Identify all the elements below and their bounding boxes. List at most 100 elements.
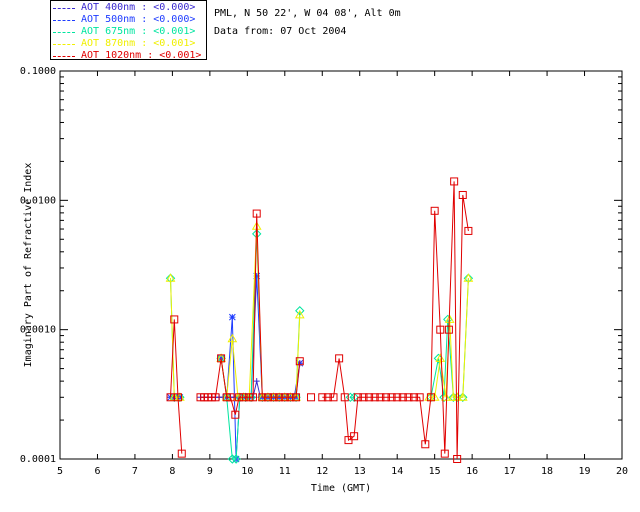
data-point xyxy=(441,392,451,401)
data-point xyxy=(350,432,359,441)
data-point xyxy=(228,313,236,321)
series-line xyxy=(170,319,183,454)
data-point xyxy=(177,449,186,458)
data-point xyxy=(452,392,463,401)
legend-swatch xyxy=(53,7,75,9)
legend-item-675nm: AOT 675nm : <0.001> xyxy=(53,26,195,38)
series-line xyxy=(322,181,469,460)
x-tick-label: 15 xyxy=(429,466,441,477)
data-point xyxy=(239,393,248,402)
x-tick-label: 19 xyxy=(579,466,591,477)
y-axis-label: Imaginary Part of Refractive Index xyxy=(23,163,34,368)
data-point xyxy=(231,454,241,464)
data-point xyxy=(450,177,459,186)
data-point xyxy=(307,393,316,402)
y-tick-label: 0.0001 xyxy=(20,454,56,465)
axis-ticks: 5 6 7 8 9 10 11 12 13 14 15 16 17 18 19 20 0.0001 0.0010 0… xyxy=(20,66,628,477)
data-point xyxy=(458,190,467,199)
data-point xyxy=(426,393,435,402)
data-point xyxy=(258,393,267,402)
data-point xyxy=(170,315,179,324)
y-tick-label: 0.0010 xyxy=(20,325,56,336)
data-point xyxy=(226,393,235,402)
data-point xyxy=(387,393,396,402)
legend-label: AOT 1020nm : <0.001> xyxy=(81,50,202,61)
data-point xyxy=(443,314,453,325)
data-point xyxy=(263,393,272,402)
data-point xyxy=(381,393,390,402)
data-point xyxy=(444,325,453,334)
x-tick-label: 13 xyxy=(354,466,366,477)
legend-swatch xyxy=(53,55,75,57)
data-point xyxy=(211,393,220,402)
x-tick-label: 16 xyxy=(466,466,478,477)
data-point xyxy=(453,455,462,463)
data-point xyxy=(217,354,226,363)
data-point xyxy=(435,353,446,362)
data-point xyxy=(335,354,344,363)
data-point xyxy=(436,325,445,334)
x-tick-label: 7 xyxy=(132,466,138,477)
legend-item-500nm: AOT 500nm : <0.000> xyxy=(53,14,195,26)
data-point xyxy=(359,393,368,402)
legend-label: AOT 870nm : <0.001> xyxy=(81,38,196,49)
data-point xyxy=(398,393,407,402)
x-tick-label: 17 xyxy=(504,466,516,477)
data-point xyxy=(227,333,238,343)
series-4 xyxy=(166,177,473,463)
data-point xyxy=(253,378,260,385)
data-point xyxy=(457,392,468,401)
data-point xyxy=(345,392,356,402)
site-location-text: PML, N 50 22', W 04 08', Alt 0m xyxy=(214,8,401,19)
data-point xyxy=(329,393,338,402)
data-point xyxy=(370,393,379,402)
x-tick-label: 11 xyxy=(279,466,291,477)
x-tick-label: 6 xyxy=(94,466,100,477)
data-point xyxy=(464,226,473,235)
x-axis-label: Time (GMT) xyxy=(311,483,371,494)
data-point xyxy=(340,393,349,402)
data-point xyxy=(458,392,468,402)
y-tick-label: 0.0100 xyxy=(20,195,56,206)
legend-item-1020nm: AOT 1020nm : <0.001> xyxy=(53,50,201,62)
x-tick-label: 20 xyxy=(616,466,628,477)
legend-item-400nm: AOT 400nm : <0.000> xyxy=(53,2,195,14)
legend-label: AOT 400nm : <0.000> xyxy=(81,2,196,13)
data-point xyxy=(421,440,430,449)
data-point xyxy=(318,393,327,402)
data-point xyxy=(165,273,176,282)
data-point xyxy=(410,393,419,402)
data-point xyxy=(295,357,304,366)
data-point xyxy=(294,309,305,319)
series-layer xyxy=(165,177,474,464)
data-point xyxy=(280,393,289,402)
legend-item-870nm: AOT 870nm : <0.001> xyxy=(53,38,195,50)
legend-label: AOT 500nm : <0.000> xyxy=(81,14,196,25)
y-tick-label: 0.1000 xyxy=(20,66,56,77)
x-tick-label: 18 xyxy=(541,466,553,477)
data-point xyxy=(353,393,362,402)
x-tick-label: 14 xyxy=(391,466,403,477)
series-line xyxy=(200,213,301,415)
x-tick-label: 9 xyxy=(207,466,213,477)
legend-label: AOT 675nm : <0.001> xyxy=(81,26,196,37)
data-point xyxy=(174,393,183,402)
data-point xyxy=(227,454,238,464)
data-point xyxy=(286,393,295,402)
data-point xyxy=(269,393,278,402)
x-tick-label: 12 xyxy=(316,466,328,477)
data-point xyxy=(252,209,261,218)
x-tick-label: 10 xyxy=(241,466,253,477)
data-point xyxy=(323,393,332,402)
data-point xyxy=(463,273,474,282)
data-point xyxy=(376,393,385,402)
data-point xyxy=(440,449,449,458)
data-point xyxy=(253,272,261,280)
x-tick-label: 5 xyxy=(57,466,63,477)
legend: AOT 400nm : <0.000> AOT 500nm : <0.000> … xyxy=(50,0,207,62)
data-point xyxy=(292,393,301,402)
data-point xyxy=(404,393,413,402)
data-point xyxy=(430,206,439,215)
legend-swatch xyxy=(53,31,75,33)
